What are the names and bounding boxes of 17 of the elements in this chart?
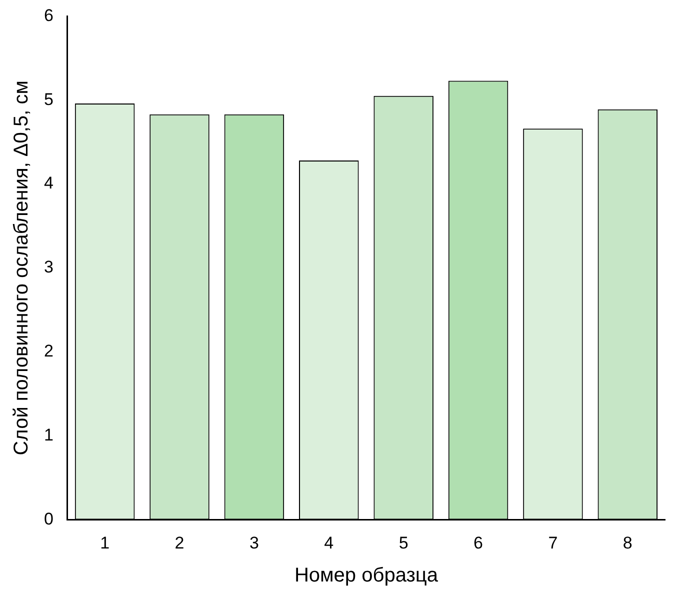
x-tick-label: 1 bbox=[100, 533, 110, 552]
y-axis-title: Слой половинного ослабления, Δ0,5, см bbox=[10, 80, 33, 456]
x-axis-title: Номер образца bbox=[294, 564, 439, 587]
x-tick-label: 3 bbox=[249, 533, 259, 552]
y-tick-label: 4 bbox=[44, 174, 54, 193]
y-tick-label: 0 bbox=[44, 509, 54, 528]
x-tick-label: 4 bbox=[324, 533, 334, 552]
y-tick-label: 2 bbox=[44, 341, 54, 360]
x-tick-label: 5 bbox=[398, 533, 408, 552]
x-tick-label: 6 bbox=[474, 533, 483, 552]
y-tick-label: 3 bbox=[44, 258, 54, 277]
x-tick-label: 7 bbox=[548, 533, 558, 552]
x-tick-label: 8 bbox=[622, 533, 632, 552]
y-tick-label: 5 bbox=[44, 90, 54, 109]
y-tick-label: 6 bbox=[44, 6, 54, 25]
y-tick-label: 1 bbox=[44, 425, 54, 444]
x-tick-label: 2 bbox=[174, 533, 184, 552]
